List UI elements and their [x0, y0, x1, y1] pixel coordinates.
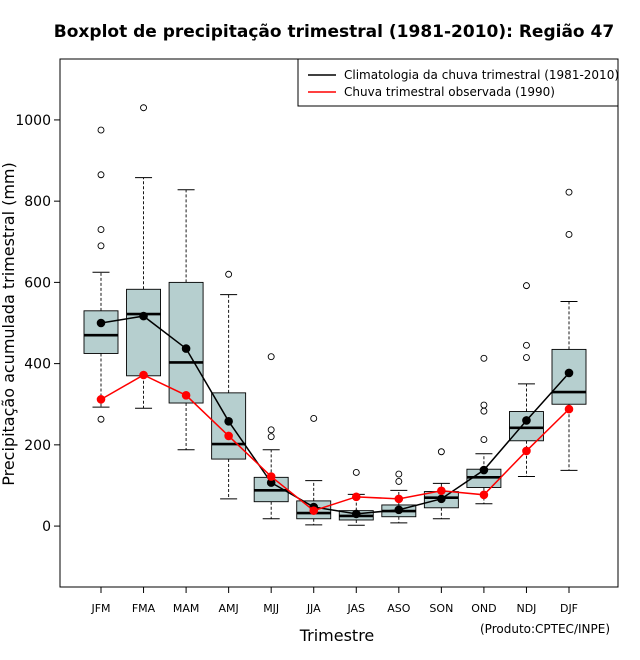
- series-point-climatology: [394, 505, 404, 515]
- box-body: [509, 411, 544, 442]
- box-body: [211, 392, 247, 460]
- y-tick-label: 600: [24, 275, 51, 291]
- y-tick-label: 0: [42, 519, 51, 535]
- outlier-point: [267, 353, 275, 361]
- outlier-point: [480, 401, 488, 409]
- box-mam: [168, 189, 204, 451]
- box-body: [83, 310, 119, 354]
- outlier-point: [97, 415, 105, 423]
- x-tick-label: ASO: [387, 602, 411, 615]
- outlier-point: [395, 477, 403, 485]
- y-tick-label: 400: [24, 357, 51, 373]
- series-point-climatology: [522, 416, 531, 425]
- series-point-observed: [181, 390, 191, 400]
- series-line-observed: [100, 374, 570, 512]
- outlier-point: [523, 354, 530, 361]
- outlier-point: [523, 341, 530, 349]
- legend: Climatologia da chuva trimestral (1981-2…: [297, 58, 619, 107]
- x-tick-label: NDJ: [516, 602, 536, 615]
- box-body: [168, 281, 204, 404]
- box-ndj: [509, 282, 544, 478]
- series-point-observed: [309, 506, 319, 515]
- series-point-climatology: [351, 509, 361, 519]
- box-body: [126, 288, 161, 377]
- box-djf: [551, 188, 587, 471]
- box-body: [551, 348, 587, 405]
- series-point-observed: [394, 494, 404, 504]
- y-axis-label: Precipitação acumulada trimestral (mm): [0, 162, 18, 486]
- outlier-point: [97, 126, 105, 134]
- outlier-point: [97, 226, 105, 234]
- x-axis: JFM FMA MAM AMJ MJJ JJA JAS ASO SON OND NDJ DJF: [90, 587, 578, 615]
- y-axis: 0 200 400 600 800 1000: [15, 113, 60, 535]
- x-tick-label: JJA: [306, 602, 321, 615]
- outlier-point: [437, 448, 445, 456]
- outlier-point: [97, 242, 105, 250]
- series-point-climatology: [479, 465, 489, 475]
- series-point-observed: [351, 492, 361, 502]
- chart-title: Boxplot de precipitação trimestral (1981…: [54, 22, 614, 42]
- series-point-observed: [224, 431, 233, 441]
- x-tick-label: OND: [471, 602, 496, 615]
- series-point-observed: [522, 446, 531, 456]
- x-tick-label: SON: [429, 602, 453, 615]
- box-fma: [126, 104, 161, 409]
- x-tick-label: MAM: [173, 602, 200, 615]
- series-point-climatology: [139, 311, 148, 321]
- series-point-climatology: [96, 318, 106, 328]
- x-tick-label: MJJ: [263, 602, 279, 615]
- x-tick-label: FMA: [132, 602, 156, 615]
- series-point-observed: [564, 404, 574, 414]
- outlier-point: [267, 433, 275, 441]
- legend-label-observed: Chuva trimestral observada (1990): [344, 85, 555, 99]
- legend-box: [297, 58, 619, 107]
- outlier-point: [97, 171, 105, 179]
- outlier-point: [565, 188, 573, 196]
- outlier-point: [352, 469, 360, 476]
- series-point-observed: [437, 486, 446, 496]
- outlier-point: [267, 426, 275, 434]
- x-tick-label: AMJ: [219, 602, 239, 615]
- series-line-climatology: [100, 315, 570, 515]
- series-point-climatology: [224, 416, 233, 426]
- series-point-observed: [479, 490, 489, 500]
- series-point-climatology: [437, 494, 446, 504]
- outlier-point: [480, 354, 488, 362]
- x-tick-label: JAS: [346, 602, 365, 615]
- box-jfm: [83, 126, 119, 423]
- series-observed: [96, 370, 574, 515]
- series-point-climatology: [564, 368, 574, 378]
- series-point-observed: [266, 472, 276, 481]
- outlier-point: [140, 104, 147, 112]
- x-tick-label: JFM: [90, 602, 110, 615]
- outlier-point: [395, 470, 403, 478]
- outlier-point: [225, 270, 233, 278]
- y-tick-label: 800: [24, 194, 51, 210]
- legend-label-climatology: Climatologia da chuva trimestral (1981-2…: [344, 68, 619, 82]
- series-point-observed: [96, 395, 106, 404]
- product-credit: (Produto:CPTEC/INPE): [480, 622, 610, 636]
- series-climatology: [96, 311, 574, 519]
- outlier-point: [310, 414, 318, 422]
- outlier-point: [523, 282, 530, 290]
- series-point-observed: [139, 370, 148, 380]
- outlier-point: [480, 436, 488, 444]
- outlier-point: [565, 231, 573, 238]
- y-tick-label: 200: [24, 438, 51, 454]
- y-tick-label: 1000: [15, 113, 51, 129]
- series-point-climatology: [181, 344, 191, 353]
- x-tick-label: DJF: [560, 602, 578, 615]
- x-axis-label: Trimestre: [299, 626, 375, 645]
